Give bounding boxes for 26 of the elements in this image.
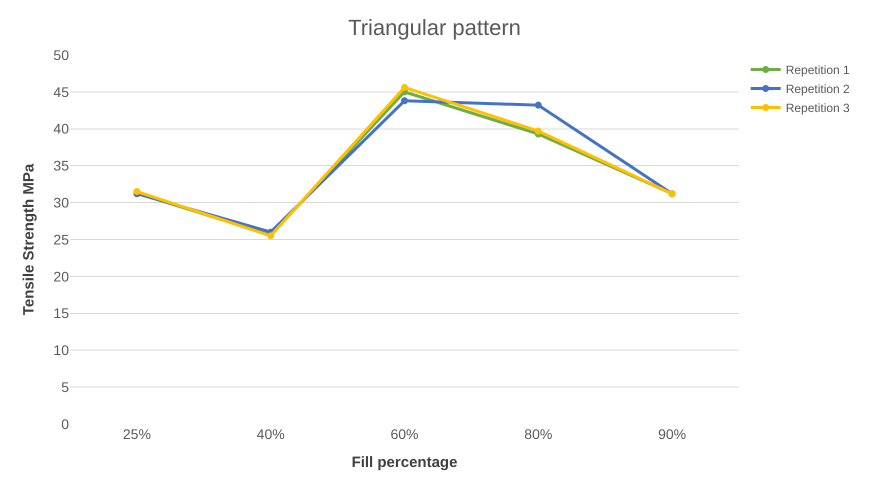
y-axis-title: Tensile Strength MPa <box>20 163 38 316</box>
x-axis-title: Fill percentage <box>352 454 458 471</box>
x-tick-label: 25% <box>122 426 151 442</box>
y-tick-label: 20 <box>53 268 70 284</box>
point <box>534 102 542 109</box>
y-tick-label: 25 <box>53 231 70 248</box>
y-tick-label: 30 <box>53 194 70 210</box>
x-tick-label: 60% <box>390 426 419 442</box>
y-tick-label: 40 <box>53 120 70 137</box>
legend-label: Repetition 1 <box>786 63 850 78</box>
y-tick-label: 5 <box>61 379 70 395</box>
point <box>534 128 542 135</box>
point <box>401 84 408 91</box>
legend-label: Repetition 3 <box>786 101 850 116</box>
x-tick-label: 90% <box>658 426 686 442</box>
chart-title: Triangular pattern <box>348 14 521 40</box>
y-tick-label: 35 <box>53 158 70 174</box>
x-tick-label: 40% <box>256 426 285 442</box>
y-tick-label: 0 <box>61 416 70 432</box>
legend-label: Repetition 2 <box>786 82 850 96</box>
x-tick-label: 80% <box>524 426 552 442</box>
y-tick-label: 10 <box>53 342 70 358</box>
y-tick-label: 50 <box>53 46 70 63</box>
y-tick-label: 15 <box>53 305 70 322</box>
point <box>401 97 408 104</box>
y-tick-label: 45 <box>53 84 70 100</box>
